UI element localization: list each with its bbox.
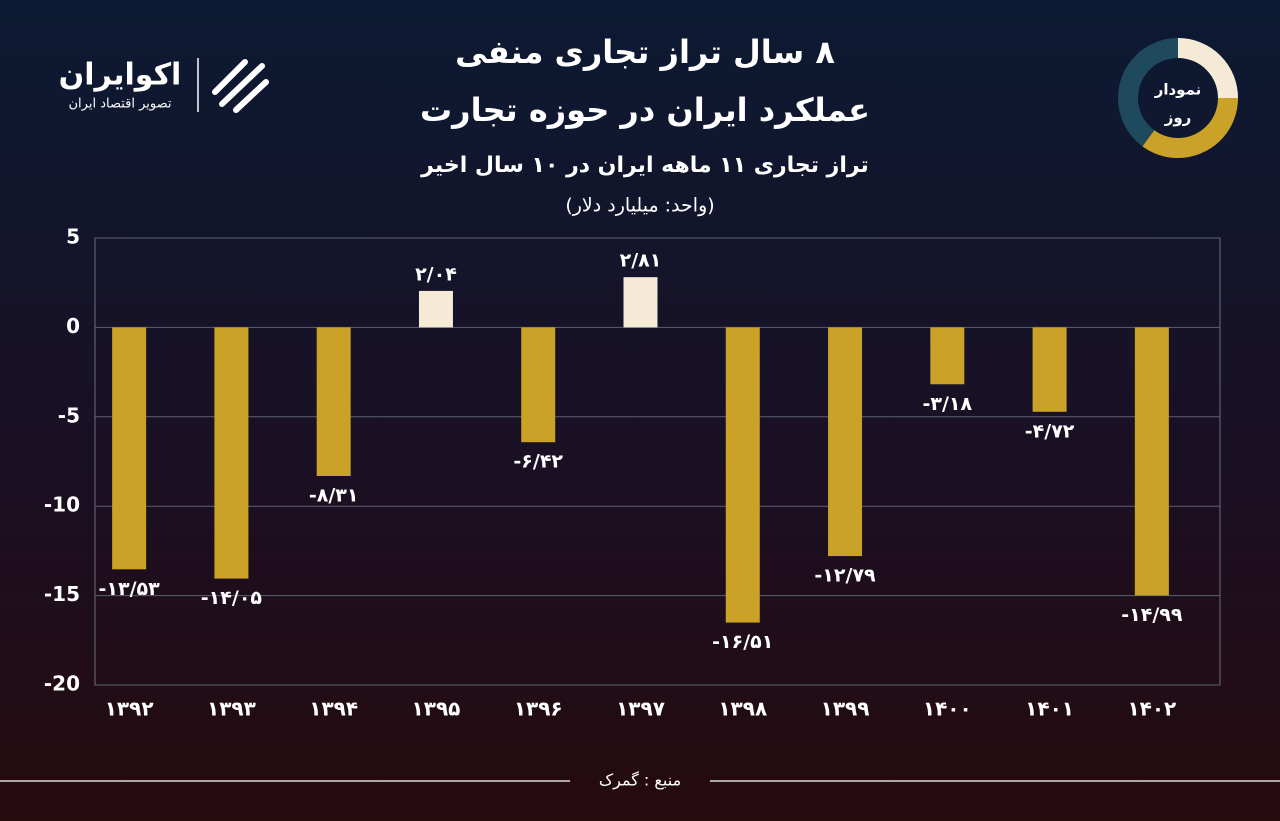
logo-text: اکوایران xyxy=(59,58,182,93)
bar xyxy=(1134,327,1169,596)
x-tick-label: ۱۳۹۲ xyxy=(105,697,154,721)
y-tick-label: 0 xyxy=(66,314,80,338)
value-label: -۱۶/۵۱ xyxy=(712,631,773,653)
value-label: -۱۴/۹۹ xyxy=(1121,604,1183,626)
y-tick-label: -10 xyxy=(44,493,80,517)
value-label: ۲/۰۴ xyxy=(415,263,457,285)
x-tick-label: ۱۳۹۸ xyxy=(718,697,767,721)
x-tick-label: ۱۴۰۰ xyxy=(923,697,972,721)
bar xyxy=(725,327,760,623)
value-label: ۲/۸۱ xyxy=(620,250,662,272)
badge-bottom: روز xyxy=(1164,109,1192,127)
chart-title: ۸ سال تراز تجاری منفی xyxy=(455,33,835,71)
x-tick-label: ۱۴۰۲ xyxy=(1127,697,1176,721)
value-label: -۱۳/۵۳ xyxy=(99,578,161,600)
y-tick-label: -15 xyxy=(44,582,80,606)
bar xyxy=(214,327,249,579)
bar xyxy=(316,327,351,476)
bar xyxy=(930,327,965,385)
y-tick-label: -5 xyxy=(58,403,80,427)
unit-label: (واحد: میلیارد دلار) xyxy=(565,195,714,217)
x-tick-label: ۱۳۹۶ xyxy=(514,697,563,721)
value-label: -۴/۷۲ xyxy=(1025,420,1075,442)
x-tick-label: ۱۳۹۵ xyxy=(412,697,461,721)
chart-title-line2: عملکرد ایران در حوزه تجارت xyxy=(420,91,870,129)
bar xyxy=(828,327,863,557)
value-label: -۳/۱۸ xyxy=(923,393,973,415)
x-tick-label: ۱۳۹۴ xyxy=(309,697,358,721)
badge-top: نمودار xyxy=(1154,81,1202,99)
source: منبع : گمرک xyxy=(599,771,681,791)
bar xyxy=(1032,327,1067,412)
value-label: -۱۲/۷۹ xyxy=(814,565,876,587)
logo-tagline: تصویر اقتصاد ایران xyxy=(69,97,172,112)
bar xyxy=(418,290,453,328)
y-tick-label: 5 xyxy=(66,225,80,249)
logo-icon xyxy=(212,59,269,113)
value-label: -۸/۳۱ xyxy=(309,484,359,506)
y-tick-label: -20 xyxy=(44,672,80,696)
bar xyxy=(521,327,556,443)
x-tick-label: ۱۳۹۹ xyxy=(821,697,870,721)
x-tick-label: ۱۳۹۷ xyxy=(616,697,665,721)
bar xyxy=(112,327,147,570)
x-tick-label: ۱۳۹۳ xyxy=(207,697,256,721)
badge xyxy=(1118,38,1238,158)
bar xyxy=(623,277,658,328)
value-label: -۱۴/۰۵ xyxy=(201,587,263,609)
chart-subtitle: تراز تجاری ۱۱ ماهه ایران در ۱۰ سال اخیر xyxy=(420,153,869,178)
value-label: -۶/۴۲ xyxy=(513,451,563,473)
x-tick-label: ۱۴۰۱ xyxy=(1025,697,1074,721)
